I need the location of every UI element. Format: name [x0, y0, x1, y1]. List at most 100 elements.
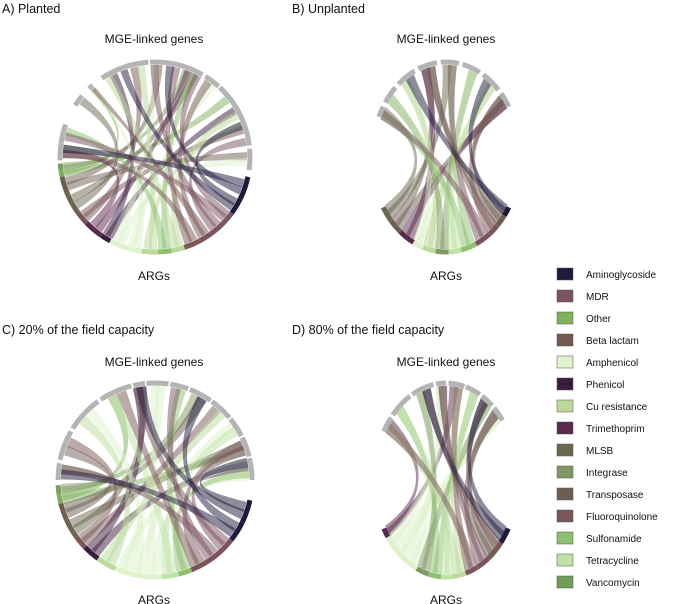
- mge-sector: [73, 94, 85, 107]
- mge-sector: [435, 380, 447, 387]
- legend-item-other: Other: [556, 311, 612, 325]
- arg-sector: [124, 245, 143, 254]
- arg-sector: [498, 527, 511, 544]
- mge-sector: [87, 83, 95, 91]
- mge-sector: [228, 417, 244, 438]
- legend-label: Beta lactam: [586, 336, 639, 347]
- mge-sector: [169, 381, 190, 392]
- arg-sector: [59, 176, 70, 194]
- sector-ring: [376, 59, 512, 255]
- legend-swatch: [556, 333, 574, 347]
- mge-sector: [249, 469, 255, 481]
- arg-sector: [380, 206, 393, 223]
- legend-item-beta-lactam: Beta lactam: [556, 333, 639, 347]
- arg-sector: [109, 238, 127, 250]
- arg-sector: [100, 233, 112, 244]
- legend-label: Tetracycline: [586, 556, 639, 567]
- mge-sector: [383, 85, 398, 104]
- legend-item-cu-resistance: Cu resistance: [556, 399, 648, 413]
- arg-sector: [96, 556, 117, 571]
- mge-sector: [231, 102, 245, 121]
- arg-sector: [221, 211, 234, 225]
- arg-sector: [229, 197, 243, 215]
- arg-sector: [130, 571, 146, 579]
- legend-item-integrase: Integrase: [556, 465, 628, 479]
- chord-link: [467, 398, 507, 537]
- mge-sector: [480, 394, 494, 408]
- panel-title: C) 20% of the field capacity: [2, 323, 155, 337]
- mge-sector: [132, 381, 146, 388]
- legend-item-vancomycin: Vancomycin: [556, 575, 640, 589]
- arg-sector: [398, 230, 415, 245]
- arg-sector: [229, 521, 245, 542]
- mge-sector: [247, 457, 254, 471]
- legend-label: Integrase: [586, 468, 628, 479]
- arg-sector: [183, 238, 201, 250]
- arg-sector: [76, 211, 89, 225]
- arg-sector: [388, 219, 403, 234]
- arg-sector: [460, 241, 478, 253]
- arg-sector: [385, 535, 399, 552]
- arg-sector: [427, 571, 442, 580]
- arg-sector: [141, 248, 159, 255]
- chord-link: [74, 97, 119, 209]
- chord-link: [90, 87, 144, 249]
- legend-swatch: [556, 575, 574, 589]
- arg-sector: [57, 163, 64, 171]
- mge-sector: [492, 406, 505, 422]
- legend-label: Sulfonamide: [586, 534, 642, 545]
- arg-sector: [487, 223, 500, 236]
- chord-links: [385, 385, 507, 575]
- panel-planted: A) Planted MGE-linked genes ARGs: [2, 2, 253, 283]
- mge-sector: [464, 384, 482, 397]
- legend-swatch: [556, 553, 574, 567]
- bottom-group-label: ARGs: [430, 269, 462, 283]
- chord-link: [91, 87, 210, 237]
- top-group-label: MGE-linked genes: [397, 32, 496, 46]
- chord-link: [62, 144, 245, 188]
- arg-sector: [209, 221, 226, 236]
- arg-sector: [453, 570, 467, 579]
- legend-label: MDR: [586, 292, 609, 303]
- legend-swatch: [556, 267, 574, 281]
- mge-sector: [163, 59, 186, 69]
- arg-sector: [177, 567, 193, 577]
- arg-sector: [158, 248, 172, 255]
- legend-item-tetracycline: Tetracycline: [556, 553, 639, 567]
- chord-links: [62, 64, 248, 250]
- legend-item-aminoglycoside: Aminoglycoside: [556, 267, 656, 281]
- legend-item-mlsb: MLSB: [556, 443, 614, 457]
- top-group-label: MGE-linked genes: [105, 32, 204, 46]
- arg-sector: [486, 548, 498, 561]
- legend-item-fluoroquinolone: Fluoroquinolone: [556, 509, 658, 523]
- arg-sector: [83, 545, 100, 561]
- arg-sector: [422, 245, 437, 254]
- legend-label: Trimethoprim: [586, 424, 645, 435]
- arg-sector: [440, 574, 454, 580]
- panel-80-field-capacity: D) 80% of the field capacity MGE-linked …: [292, 323, 511, 604]
- arg-sector: [58, 502, 69, 521]
- arg-sector: [381, 527, 391, 539]
- mge-sector: [440, 59, 460, 66]
- legend-swatch: [556, 443, 574, 457]
- mge-sector: [481, 72, 501, 92]
- arg-sector: [493, 541, 504, 552]
- panel-unplanted: B) Unplanted MGE-linked genes ARGs: [292, 2, 512, 283]
- mge-sector: [188, 387, 213, 403]
- mge-sector: [55, 462, 62, 481]
- arg-sector: [412, 240, 425, 250]
- mge-sector: [448, 380, 466, 389]
- arg-sector: [394, 548, 408, 563]
- legend-label: Transposase: [586, 490, 644, 501]
- bottom-group-label: ARGs: [138, 593, 170, 604]
- legend-item-mdr: MDR: [556, 289, 609, 303]
- legend-swatch: [556, 531, 574, 545]
- legend-item-phenicol: Phenicol: [556, 377, 624, 391]
- arg-sector: [161, 571, 180, 580]
- mge-sector: [116, 64, 127, 72]
- mge-sector: [376, 105, 386, 118]
- mge-sector: [57, 141, 64, 161]
- top-group-label: MGE-linked genes: [105, 355, 204, 369]
- mge-sector: [218, 85, 236, 106]
